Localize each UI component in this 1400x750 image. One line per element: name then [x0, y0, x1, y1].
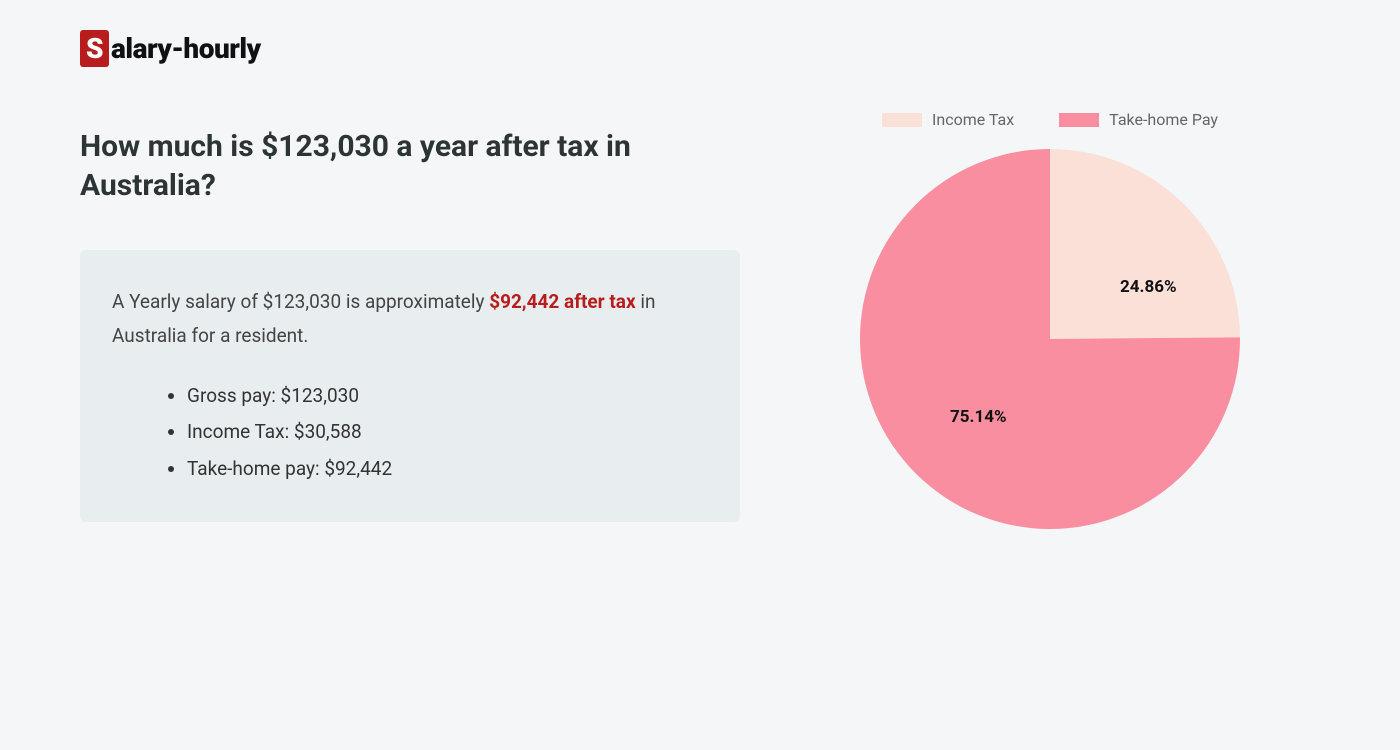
- summary-list: Gross pay: $123,030 Income Tax: $30,588 …: [112, 378, 708, 486]
- summary-box: A Yearly salary of $123,030 is approxima…: [80, 250, 740, 522]
- pie-svg: [860, 149, 1240, 529]
- legend-item-take-home: Take-home Pay: [1059, 110, 1218, 129]
- logo-text: alary-hourly: [111, 32, 261, 65]
- page-title: How much is $123,030 a year after tax in…: [80, 127, 740, 205]
- page-container: Salary-hourly How much is $123,030 a yea…: [0, 0, 1400, 750]
- summary-pre: A Yearly salary of $123,030 is approxima…: [112, 290, 489, 313]
- list-item: Gross pay: $123,030: [187, 378, 708, 414]
- legend-swatch: [882, 113, 922, 127]
- left-column: Salary-hourly How much is $123,030 a yea…: [80, 30, 780, 720]
- chart-legend: Income Tax Take-home Pay: [882, 110, 1218, 129]
- pie-slice-label: 75.14%: [950, 407, 1007, 427]
- pie-slice-label: 24.86%: [1120, 277, 1177, 297]
- list-item: Income Tax: $30,588: [187, 414, 708, 450]
- summary-sentence: A Yearly salary of $123,030 is approxima…: [112, 285, 708, 353]
- summary-highlight: $92,442 after tax: [489, 290, 635, 313]
- right-column: Income Tax Take-home Pay 24.86% 75.14%: [780, 30, 1320, 720]
- legend-item-income-tax: Income Tax: [882, 110, 1014, 129]
- site-logo: Salary-hourly: [80, 30, 740, 67]
- list-item: Take-home pay: $92,442: [187, 451, 708, 487]
- pie-chart: 24.86% 75.14%: [860, 149, 1240, 529]
- legend-label: Income Tax: [932, 110, 1014, 129]
- pie-slice: [1050, 149, 1240, 339]
- legend-swatch: [1059, 113, 1099, 127]
- logo-badge: S: [80, 30, 109, 67]
- legend-label: Take-home Pay: [1109, 110, 1218, 129]
